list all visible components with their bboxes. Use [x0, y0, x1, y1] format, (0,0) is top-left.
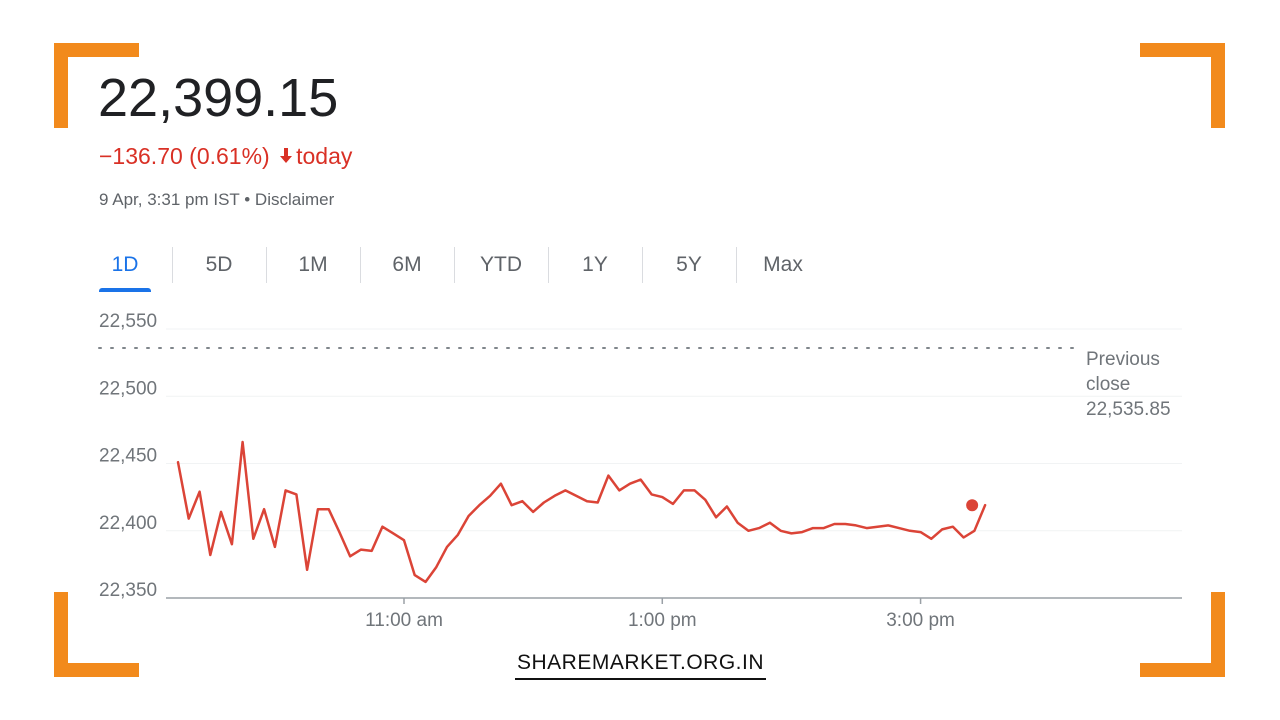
range-tabs: 1D 5D 1M 6M YTD 1Y 5Y Max: [78, 244, 830, 292]
price-change: −136.70 (0.61%) today: [99, 142, 352, 174]
tab-1d[interactable]: 1D: [78, 244, 172, 292]
x-tick-label: 3:00 pm: [886, 610, 955, 631]
price-change-suffix: today: [296, 143, 353, 170]
last-price-marker: [966, 499, 979, 512]
tab-max[interactable]: Max: [736, 244, 830, 290]
frame-corner-top-right: [1140, 43, 1225, 128]
arrow-down-icon: [279, 142, 293, 170]
price-line: [176, 440, 987, 584]
y-tick-label: 22,450: [99, 446, 157, 467]
tab-1m[interactable]: 1M: [266, 244, 360, 290]
footer-site-link[interactable]: SHAREMARKET.ORG.IN: [515, 648, 766, 680]
tab-ytd[interactable]: YTD: [454, 244, 548, 290]
current-price: 22,399.15: [98, 68, 339, 128]
frame-corner-bottom-right: [1140, 592, 1225, 677]
x-tick-label: 1:00 pm: [628, 610, 697, 631]
quote-meta: 9 Apr, 3:31 pm IST • Disclaimer: [99, 189, 334, 211]
y-tick-label: 22,350: [99, 580, 157, 601]
quote-timestamp: 9 Apr, 3:31 pm IST: [99, 190, 240, 209]
intraday-chart[interactable]: 22,550 22,500 22,450 22,400 22,350 Previous cl…: [0, 300, 1280, 645]
meta-separator: •: [244, 190, 251, 209]
tab-1y[interactable]: 1Y: [548, 244, 642, 290]
y-tick-label: 22,500: [99, 378, 157, 399]
disclaimer-link[interactable]: Disclaimer: [254, 190, 335, 209]
previous-close-label: Previous: [1086, 349, 1160, 370]
frame-corner-bottom-left: [54, 592, 139, 677]
previous-close-label: close: [1086, 374, 1130, 395]
x-tick-label: 11:00 am: [365, 610, 443, 631]
tab-5d[interactable]: 5D: [172, 244, 266, 290]
y-tick-label: 22,400: [99, 513, 157, 534]
frame-corner-top-left: [54, 43, 139, 128]
tab-5y[interactable]: 5Y: [642, 244, 736, 290]
tab-6m[interactable]: 6M: [360, 244, 454, 290]
price-change-value: −136.70 (0.61%): [99, 143, 270, 170]
previous-close-label: 22,535.85: [1086, 399, 1171, 420]
y-tick-label: 22,550: [99, 311, 157, 332]
